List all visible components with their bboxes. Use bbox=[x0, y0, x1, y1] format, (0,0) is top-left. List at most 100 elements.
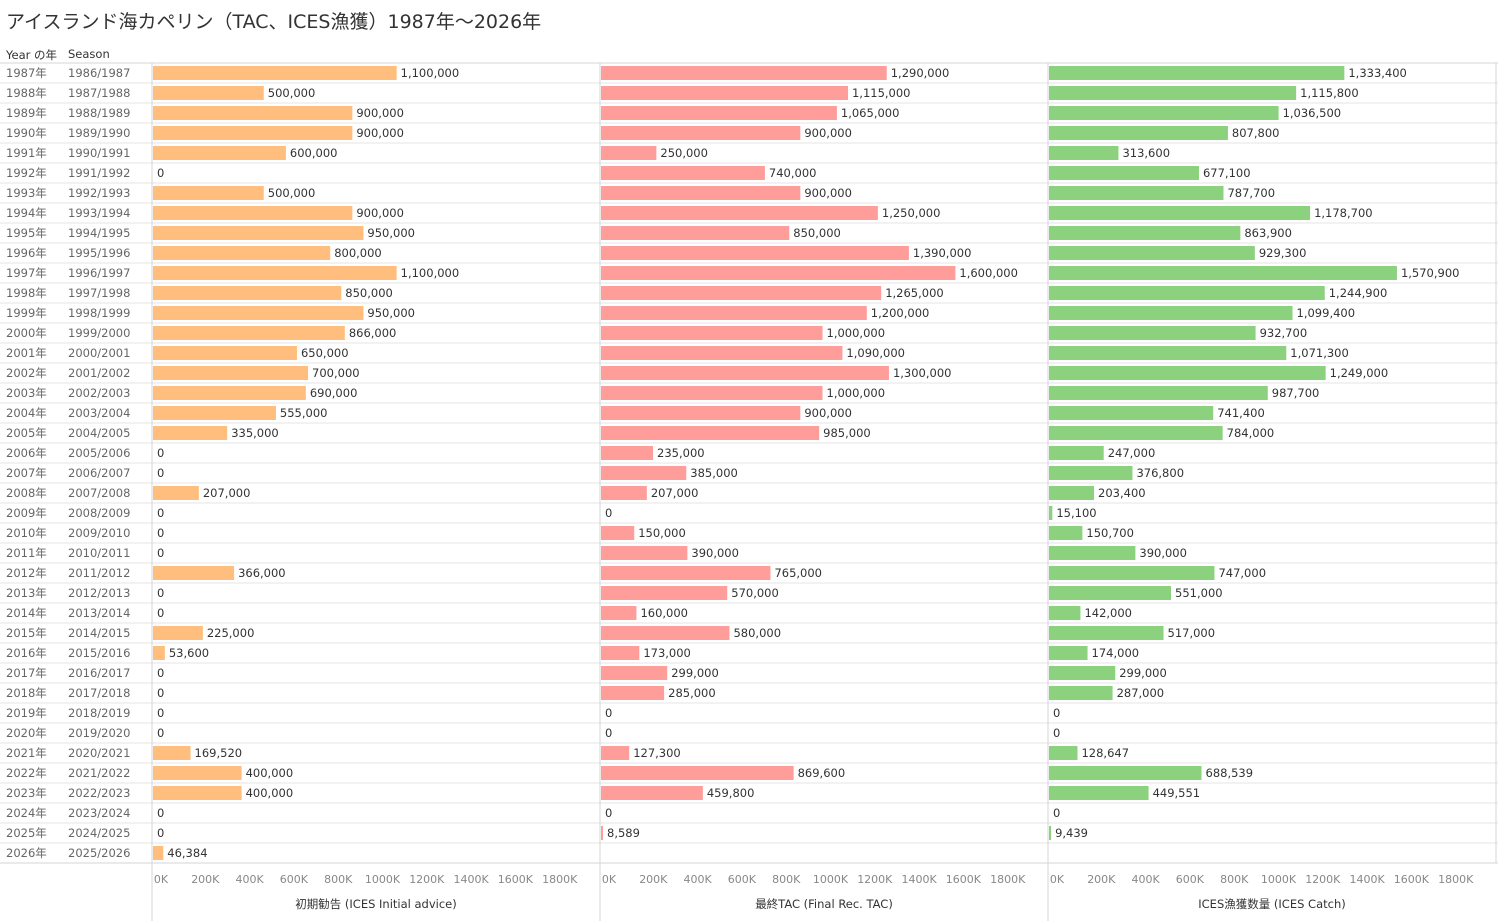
bar bbox=[1049, 66, 1345, 80]
value-label: 866,000 bbox=[349, 326, 397, 340]
season-label: 2016/2017 bbox=[68, 666, 130, 680]
value-label: 1,600,000 bbox=[959, 266, 1018, 280]
value-label: 225,000 bbox=[207, 626, 255, 640]
value-label: 570,000 bbox=[731, 586, 779, 600]
season-label: 1996/1997 bbox=[68, 266, 130, 280]
bar bbox=[1049, 466, 1133, 480]
bar bbox=[1049, 766, 1202, 780]
value-label: 313,600 bbox=[1122, 146, 1170, 160]
value-label: 9,439 bbox=[1055, 826, 1088, 840]
year-label: 2007年 bbox=[6, 466, 47, 480]
year-label: 2025年 bbox=[6, 826, 47, 840]
value-label: 0 bbox=[1053, 706, 1060, 720]
x-tick-label: 1200K bbox=[409, 873, 445, 886]
bar bbox=[153, 246, 331, 260]
value-label: 900,000 bbox=[356, 126, 404, 140]
season-label: 2025/2026 bbox=[68, 846, 130, 860]
bar bbox=[1049, 506, 1053, 520]
series-axis-title: ICES漁獲数量 (ICES Catch) bbox=[1198, 897, 1345, 911]
bar bbox=[153, 746, 191, 760]
value-label: 1,036,500 bbox=[1283, 106, 1342, 120]
season-label: 1990/1991 bbox=[68, 146, 130, 160]
bar bbox=[153, 646, 165, 660]
season-label: 1993/1994 bbox=[68, 206, 130, 220]
bar bbox=[1049, 686, 1113, 700]
value-label: 376,800 bbox=[1136, 466, 1184, 480]
value-label: 580,000 bbox=[733, 626, 781, 640]
bar bbox=[1049, 586, 1172, 600]
bar bbox=[1049, 626, 1164, 640]
year-label: 1998年 bbox=[6, 286, 47, 300]
x-tick-label: 1800K bbox=[1438, 873, 1474, 886]
season-label: 2023/2024 bbox=[68, 806, 130, 820]
season-label: 2017/2018 bbox=[68, 686, 130, 700]
year-label: 1991年 bbox=[6, 146, 47, 160]
x-tick-label: 600K bbox=[728, 873, 757, 886]
bar bbox=[153, 786, 242, 800]
value-label: 0 bbox=[157, 666, 164, 680]
value-label: 800,000 bbox=[334, 246, 382, 260]
bar bbox=[601, 286, 882, 300]
bar bbox=[153, 346, 297, 360]
bar bbox=[1049, 146, 1119, 160]
value-label: 299,000 bbox=[1119, 666, 1167, 680]
season-label: 1994/1995 bbox=[68, 226, 130, 240]
bar bbox=[601, 466, 687, 480]
value-label: 688,539 bbox=[1206, 766, 1254, 780]
value-label: 0 bbox=[157, 726, 164, 740]
year-label: 2024年 bbox=[6, 806, 47, 820]
season-label: 1998/1999 bbox=[68, 306, 130, 320]
bar bbox=[1049, 746, 1078, 760]
bar bbox=[601, 126, 801, 140]
x-tick-label: 200K bbox=[191, 873, 220, 886]
bar bbox=[1049, 166, 1199, 180]
x-tick-label: 0K bbox=[602, 873, 617, 886]
bar bbox=[601, 226, 790, 240]
bar bbox=[1049, 826, 1052, 840]
bar bbox=[153, 266, 397, 280]
year-label: 2001年 bbox=[6, 346, 47, 360]
bar bbox=[153, 426, 228, 440]
season-label: 2015/2016 bbox=[68, 646, 130, 660]
year-label: 1990年 bbox=[6, 126, 47, 140]
year-label: 1988年 bbox=[6, 86, 47, 100]
value-label: 8,589 bbox=[607, 826, 640, 840]
year-label: 2009年 bbox=[6, 506, 47, 520]
value-label: 459,800 bbox=[707, 786, 755, 800]
value-label: 850,000 bbox=[793, 226, 841, 240]
season-label: 1995/1996 bbox=[68, 246, 130, 260]
value-label: 1,071,300 bbox=[1290, 346, 1349, 360]
bar bbox=[1049, 486, 1095, 500]
value-label: 1,249,000 bbox=[1330, 366, 1389, 380]
year-label: 2008年 bbox=[6, 486, 47, 500]
year-label: 1995年 bbox=[6, 226, 47, 240]
bar bbox=[1049, 106, 1279, 120]
bar bbox=[601, 446, 654, 460]
x-tick-label: 600K bbox=[1176, 873, 1205, 886]
x-tick-label: 400K bbox=[235, 873, 264, 886]
bar bbox=[601, 646, 640, 660]
value-label: 0 bbox=[157, 466, 164, 480]
bar bbox=[601, 266, 956, 280]
bar bbox=[1049, 406, 1214, 420]
value-label: 1,250,000 bbox=[882, 206, 941, 220]
season-label: 2010/2011 bbox=[68, 546, 130, 560]
value-label: 0 bbox=[157, 686, 164, 700]
bar bbox=[601, 746, 630, 760]
season-label: 2024/2025 bbox=[68, 826, 130, 840]
value-label: 1,570,900 bbox=[1401, 266, 1460, 280]
bar bbox=[601, 546, 688, 560]
season-label: 2008/2009 bbox=[68, 506, 130, 520]
value-label: 555,000 bbox=[280, 406, 328, 420]
year-label: 2000年 bbox=[6, 326, 47, 340]
bar bbox=[1049, 526, 1083, 540]
x-tick-label: 1200K bbox=[1305, 873, 1341, 886]
bar bbox=[153, 766, 242, 780]
value-label: 0 bbox=[157, 546, 164, 560]
year-label: 2006年 bbox=[6, 446, 47, 460]
x-tick-label: 800K bbox=[324, 873, 353, 886]
bar bbox=[1049, 426, 1223, 440]
series-axis-title: 初期勧告 (ICES Initial advice) bbox=[295, 897, 457, 911]
bar bbox=[601, 406, 801, 420]
